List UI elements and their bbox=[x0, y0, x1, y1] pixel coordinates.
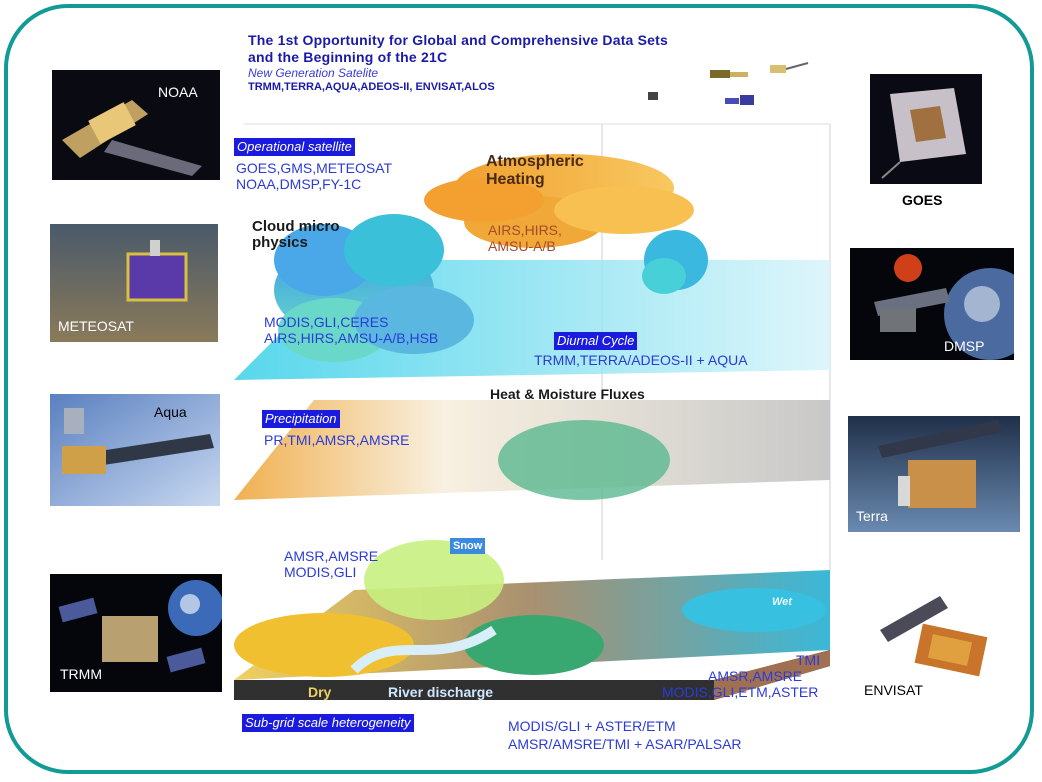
goes-photo bbox=[870, 74, 982, 184]
title-satellites-illustration bbox=[648, 62, 809, 105]
precipitation-text: PR,TMI,AMSR,AMSRE bbox=[264, 432, 410, 448]
modis-line-2: AIRS,HIRS,AMSU-A/B,HSB bbox=[264, 330, 439, 346]
noaa-photo: NOAA bbox=[52, 70, 220, 180]
title-block: The 1st Opportunity for Global and Compr… bbox=[248, 32, 848, 95]
heat-moisture-fluxes-label: Heat & Moisture Fluxes bbox=[490, 386, 645, 402]
diurnal-cycle-text: TRMM,TERRA/ADEOS-II + AQUA bbox=[534, 352, 748, 368]
envisat-photo bbox=[870, 586, 1008, 686]
dry-label: Dry bbox=[308, 684, 332, 700]
precipitation-label: Precipitation bbox=[262, 410, 340, 428]
atmospheric-heating-line-2: Heating bbox=[486, 171, 545, 188]
operational-satellite-line-1: GOES,GMS,METEOSAT bbox=[236, 160, 393, 176]
small-satellite-icon bbox=[648, 92, 658, 100]
dmsp-satellite-icon bbox=[850, 248, 1014, 360]
small-satellite-icon bbox=[770, 62, 809, 73]
atmospheric-heating-line-1: Atmospheric bbox=[486, 153, 584, 170]
modis-line-1: MODIS,GLI,CERES bbox=[264, 314, 389, 330]
subgrid-label: Sub-grid scale heterogeneity bbox=[242, 714, 414, 732]
envisat-satellite-icon bbox=[870, 586, 1008, 686]
trmm-satellite-icon bbox=[50, 574, 222, 692]
rounded-frame bbox=[4, 4, 1034, 774]
small-satellite-icon bbox=[710, 70, 748, 78]
title-satellite-list: TRMM,TERRA,AQUA,ADEOS-II, ENVISAT,ALOS bbox=[248, 81, 495, 93]
dmsp-photo: DMSP bbox=[850, 248, 1014, 360]
trmm-label: TRMM bbox=[60, 666, 102, 682]
cumulus-cloud bbox=[274, 214, 474, 362]
earth-system-diagram: Operational satellite GOES,GMS,METEOSAT … bbox=[234, 110, 840, 732]
terra-satellite-icon bbox=[848, 416, 1020, 532]
operational-satellite-label: Operational satellite bbox=[234, 138, 355, 156]
airs-line-1: AIRS,HIRS, bbox=[488, 222, 562, 238]
tmi-line-3: MODIS,GLI,ETM,ASTER bbox=[662, 684, 819, 700]
subgrid-line-1: MODIS/GLI + ASTER/ETM bbox=[508, 718, 676, 734]
cloud-microphysics-line-1: Cloud micro bbox=[252, 218, 340, 235]
land-surface-block bbox=[234, 540, 830, 700]
flux-green-patch bbox=[498, 420, 670, 500]
terra-label: Terra bbox=[856, 508, 888, 524]
cloud-microphysics-line-2: physics bbox=[252, 234, 308, 251]
tmi-line-1: TMI bbox=[796, 652, 821, 668]
small-satellite-icon bbox=[725, 95, 754, 105]
amsr-line-1: AMSR,AMSRE bbox=[284, 548, 379, 564]
noaa-satellite-icon bbox=[52, 70, 220, 180]
meteosat-label: METEOSAT bbox=[58, 318, 134, 334]
airs-line-2: AMSU-A/B bbox=[488, 238, 556, 254]
meteosat-photo: METEOSAT bbox=[50, 224, 218, 342]
aqua-label: Aqua bbox=[154, 404, 187, 420]
envisat-label: ENVISAT bbox=[864, 682, 923, 698]
diagram-illustration bbox=[234, 123, 831, 700]
river-discharge-label: River discharge bbox=[388, 684, 494, 700]
wet-label: Wet bbox=[772, 596, 792, 608]
title-line-1: The 1st Opportunity for Global and Compr… bbox=[248, 32, 668, 48]
small-cloud bbox=[642, 230, 708, 294]
goes-label: GOES bbox=[902, 192, 943, 208]
trmm-photo: TRMM bbox=[50, 574, 222, 692]
goes-satellite-icon bbox=[870, 74, 982, 184]
atmospheric-heating-cloud bbox=[424, 154, 694, 248]
meteosat-satellite-icon bbox=[50, 224, 218, 342]
aqua-photo: Aqua bbox=[50, 394, 220, 506]
tmi-line-2: AMSR,AMSRE bbox=[708, 668, 803, 684]
diurnal-cycle-label: Diurnal Cycle bbox=[554, 332, 638, 350]
noaa-label: NOAA bbox=[158, 84, 198, 100]
terra-photo: Terra bbox=[848, 416, 1020, 532]
snow-label: Snow bbox=[450, 538, 486, 554]
title-line-2: and the Beginning of the 21C bbox=[248, 49, 448, 65]
subgrid-line-2: AMSR/AMSRE/TMI + ASAR/PALSAR bbox=[508, 736, 742, 752]
operational-satellite-line-2: NOAA,DMSP,FY-1C bbox=[236, 176, 362, 192]
aqua-satellite-icon bbox=[50, 394, 220, 506]
title-subtitle: New Generation Satelite bbox=[248, 66, 379, 80]
dmsp-label: DMSP bbox=[944, 338, 985, 354]
amsr-line-2: MODIS,GLI bbox=[284, 564, 357, 580]
